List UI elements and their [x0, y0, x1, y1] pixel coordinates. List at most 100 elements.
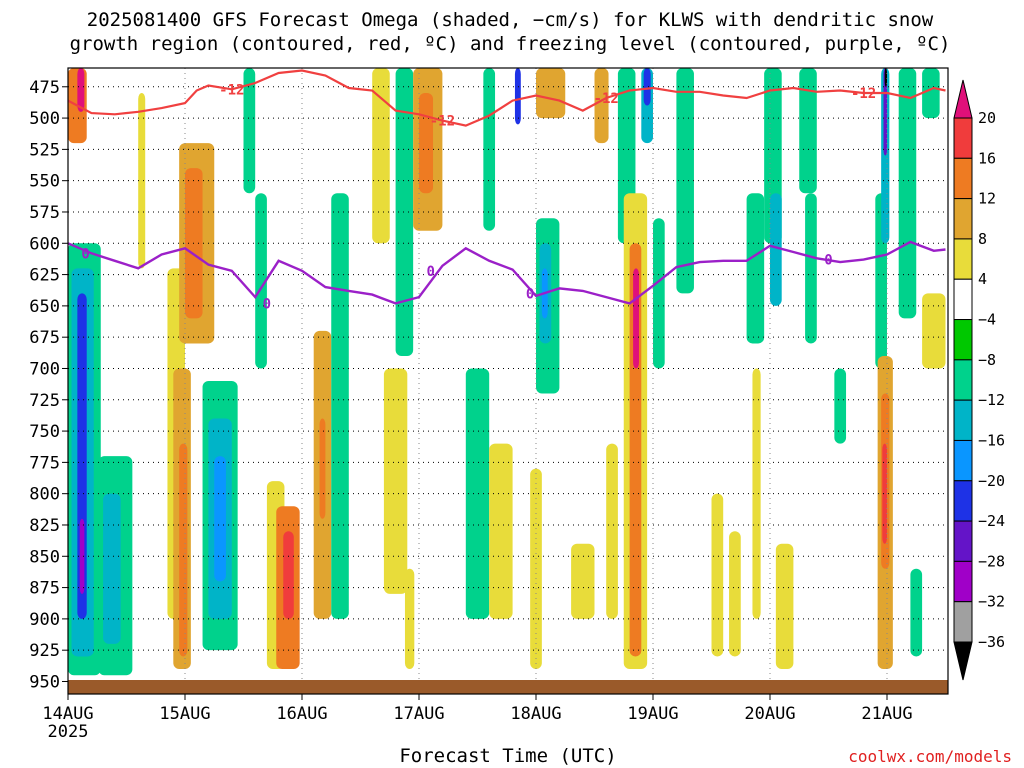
x-tick-label: 19AUG	[627, 704, 678, 724]
colorbar-swatch	[953, 157, 973, 200]
ground-terrain	[68, 680, 948, 694]
y-tick-label: 650	[29, 297, 60, 317]
dgz-contour-label: -12	[851, 86, 876, 102]
colorbar-swatch	[953, 278, 973, 321]
x-tick-label: 14AUG	[42, 704, 93, 724]
y-tick-label: 875	[29, 579, 60, 599]
dgz-contour-label: -12	[594, 91, 619, 107]
omega-cell	[799, 68, 817, 194]
freezing-level-line	[67, 240, 946, 305]
freezing-level-label: 0	[263, 296, 271, 312]
omega-cell	[77, 68, 85, 112]
omega-cell	[419, 93, 434, 194]
omega-cell	[770, 193, 782, 306]
omega-cell	[643, 68, 651, 106]
colorbar-swatch	[953, 439, 973, 482]
colorbar-label: 8	[978, 230, 987, 248]
omega-cell	[283, 531, 294, 619]
colorbar-label: −36	[978, 633, 1005, 651]
colorbar-label: −16	[978, 431, 1005, 449]
omega-cell	[922, 68, 940, 119]
colorbar: 20 16 12 8 4 −4 −8 −12 −16 −20 −24 −28 −32 −36	[953, 79, 1005, 681]
x-axis-ticks: 14AUG 15AUG 16AUG 17AUG 18AUG 19AUG 20AUG 21AUG	[42, 694, 913, 724]
omega-cell	[536, 68, 566, 119]
omega-cell	[883, 68, 887, 156]
omega-cell	[383, 368, 408, 594]
x-tick-label: 18AUG	[510, 704, 561, 724]
omega-cell	[884, 68, 887, 87]
omega-cell	[676, 68, 694, 294]
omega-cell	[395, 68, 414, 356]
omega-cell	[606, 443, 618, 619]
omega-cell	[138, 93, 146, 269]
colorbar-swatch	[953, 117, 973, 159]
y-tick-label: 950	[29, 672, 60, 692]
omega-cell	[882, 443, 887, 544]
omega-cell	[633, 268, 639, 369]
omega-cell	[319, 418, 326, 519]
y-tick-label: 475	[29, 78, 60, 98]
y-tick-label: 600	[29, 234, 60, 254]
colorbar-swatch	[953, 399, 973, 441]
colorbar-cap-bottom	[953, 641, 973, 681]
omega-cell	[372, 68, 390, 244]
omega-cell	[514, 68, 521, 125]
omega-cell	[243, 68, 256, 194]
y-tick-label: 625	[29, 266, 60, 286]
y-tick-label: 725	[29, 391, 60, 411]
x-tick-label: 16AUG	[276, 704, 327, 724]
omega-cell	[489, 443, 513, 619]
colorbar-swatch	[953, 601, 973, 643]
y-axis-ticks: 475 500 525 550 575 600 625 650 675 700 725 750 775 8…	[29, 78, 68, 692]
omega-cell	[331, 193, 349, 619]
colorbar-label: 16	[978, 149, 996, 167]
colorbar-label: −24	[978, 512, 1005, 530]
colorbar-label: 4	[978, 270, 987, 288]
dgz-contour-label: -12	[219, 82, 244, 98]
colorbar-label: −20	[978, 472, 1005, 490]
y-tick-label: 575	[29, 203, 60, 223]
y-tick-label: 775	[29, 453, 60, 473]
omega-cell	[483, 68, 496, 231]
x-tick-label: 21AUG	[861, 704, 912, 724]
plot-area: -12 -12 -12 -12 0 0 0 0 0	[67, 67, 949, 695]
omega-cell	[465, 368, 490, 619]
colorbar-swatch	[953, 520, 973, 562]
freezing-level-label: 0	[526, 286, 534, 302]
freezing-level-label: 0	[81, 246, 89, 262]
omega-cell	[404, 568, 415, 669]
freezing-level-label: 0	[824, 253, 832, 269]
x-tick-label: 20AUG	[744, 704, 795, 724]
colorbar-label: −28	[978, 552, 1005, 570]
colorbar-label: 12	[978, 190, 996, 208]
y-tick-label: 550	[29, 172, 60, 192]
credit-text: coolwx.com/models	[848, 747, 1012, 766]
colorbar-label: 20	[978, 109, 996, 127]
omega-cell	[214, 456, 226, 582]
dgz-contour-line	[67, 69, 946, 127]
y-tick-label: 825	[29, 516, 60, 536]
omega-cell	[255, 193, 267, 369]
colorbar-label: −8	[978, 351, 996, 369]
freezing-level-label: 0	[426, 264, 434, 280]
omega-cell	[79, 518, 85, 594]
contour-labels: -12 -12 -12 -12 0 0 0 0 0	[81, 82, 876, 312]
colorbar-swatch	[953, 238, 973, 280]
colorbar-label: −12	[978, 391, 1005, 409]
colorbar-label: −32	[978, 593, 1005, 611]
colorbar-swatch	[953, 560, 973, 603]
x-axis-title: Forecast Time (UTC)	[399, 745, 616, 767]
omega-cell	[653, 218, 665, 369]
x-tick-label: 15AUG	[159, 704, 210, 724]
y-tick-label: 800	[29, 485, 60, 505]
y-tick-label: 900	[29, 610, 60, 630]
omega-cell	[775, 543, 794, 669]
omega-cell	[834, 368, 847, 444]
y-tick-label: 925	[29, 641, 60, 661]
y-tick-label: 700	[29, 359, 60, 379]
omega-cell	[805, 193, 817, 344]
colorbar-swatch	[953, 319, 973, 361]
colorbar-swatch	[953, 480, 973, 522]
omega-cell	[910, 568, 923, 657]
